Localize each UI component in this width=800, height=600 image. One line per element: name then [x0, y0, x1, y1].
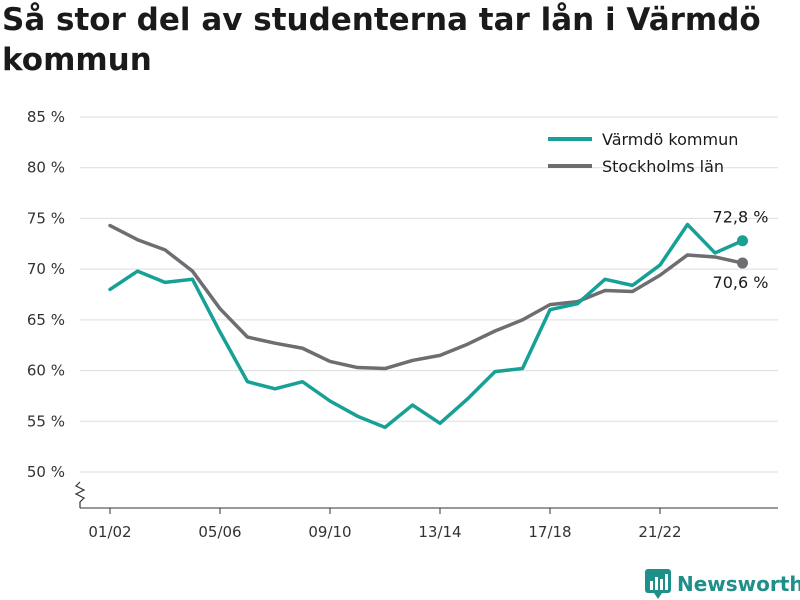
x-tick-label: 21/22 [638, 523, 681, 541]
legend-label-stockholm: Stockholms län [602, 157, 724, 176]
y-tick-label: 85 % [27, 108, 65, 126]
series-line-stockholm [108, 223, 745, 371]
x-tick-label: 05/06 [198, 523, 241, 541]
x-axis-ticks: 01/02 05/06 09/10 13/14 17/18 21/22 [88, 508, 682, 541]
axis-break-icon [74, 481, 86, 508]
y-tick-label: 55 % [27, 412, 65, 430]
brand-name: Newsworthy [677, 572, 800, 596]
y-tick-label: 60 % [27, 362, 65, 380]
chart-title: Så stor del av studenterna tar lån i Vär… [2, 2, 761, 78]
legend-label-varmdo: Värmdö kommun [602, 130, 738, 149]
legend: Värmdö kommun Stockholms län [548, 130, 738, 176]
y-axis-ticks: 50 % 55 % 60 % 65 % 70 % 75 % 80 % 85 % [27, 108, 65, 481]
newsworthy-brand: Newsworthy [645, 568, 800, 600]
end-label-varmdo: 72,8 % [713, 208, 769, 227]
y-tick-label: 65 % [27, 311, 65, 329]
end-point-varmdo [737, 235, 748, 247]
y-tick-label: 80 % [27, 159, 65, 177]
x-tick-label: 01/02 [88, 523, 131, 541]
y-tick-label: 50 % [27, 463, 65, 481]
x-tick-label: 13/14 [418, 523, 461, 541]
end-point-stockholm [737, 257, 748, 269]
bar-chart-logo-icon [645, 569, 671, 599]
axes [74, 481, 778, 509]
y-tick-label: 75 % [27, 209, 65, 227]
end-label-stockholm: 70,6 % [713, 273, 769, 292]
end-labels: 72,8 % 70,6 % [713, 208, 769, 292]
x-tick-label: 09/10 [308, 523, 351, 541]
series-lines [108, 222, 748, 430]
x-tick-label: 17/18 [528, 523, 571, 541]
grid-lines [80, 116, 778, 473]
y-tick-label: 70 % [27, 260, 65, 278]
series-line-varmdo [108, 222, 745, 430]
